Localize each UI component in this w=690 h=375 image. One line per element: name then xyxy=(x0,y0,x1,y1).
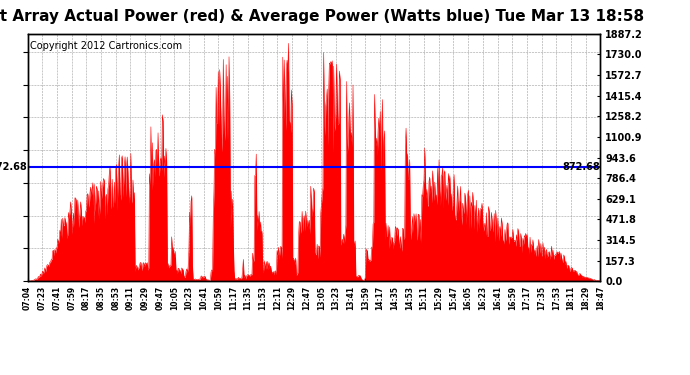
Text: 872.68: 872.68 xyxy=(562,162,600,172)
Text: Copyright 2012 Cartronics.com: Copyright 2012 Cartronics.com xyxy=(30,41,183,51)
Text: West Array Actual Power (red) & Average Power (Watts blue) Tue Mar 13 18:58: West Array Actual Power (red) & Average … xyxy=(0,9,644,24)
Text: 872.68: 872.68 xyxy=(0,162,27,172)
